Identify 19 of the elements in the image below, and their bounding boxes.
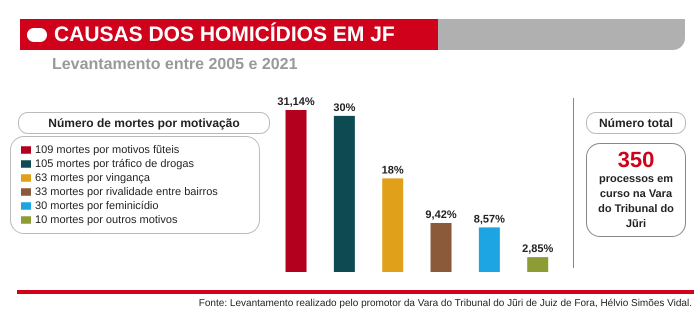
data-label: 31,14% [277, 96, 315, 108]
legend-label: 63 mortes por vingança [35, 172, 150, 184]
legend-title: Número de mortes por motivação [18, 112, 270, 134]
legend-label: 105 mortes por tráfico de drogas [35, 158, 194, 170]
text: processos em curso na Vara do Tribunal do Jũri [597, 172, 675, 232]
legend-label: 10 mortes por outros motivos [35, 214, 178, 226]
legend-label: 30 mortes por feminicídio [35, 200, 158, 212]
data-label: 8,57% [474, 213, 506, 226]
data-label: 18% [382, 164, 404, 176]
data-label: 2,85% [522, 243, 554, 256]
legend-label: 109 mortes por motivos fũteis [35, 144, 180, 156]
text: Número total [586, 112, 686, 134]
legend-label: 33 mortes por rivalidade entre bairros [35, 186, 218, 198]
chart-title: CAUSAS DOS HOMICÍDIOS EM JF [54, 22, 395, 46]
data-label: 30% [333, 102, 356, 114]
source-note: Fonte: Levantamento realizado pelo promotor da Vara do Tribunal do Jũri de Juiz de Fora, Hélvio Simões Vidal. [198, 298, 692, 309]
text: 350 [616, 147, 656, 172]
data-label: 9,42% [425, 208, 457, 221]
chart-subtitle: Levantamento entre 2005 e 2021 [52, 56, 298, 74]
